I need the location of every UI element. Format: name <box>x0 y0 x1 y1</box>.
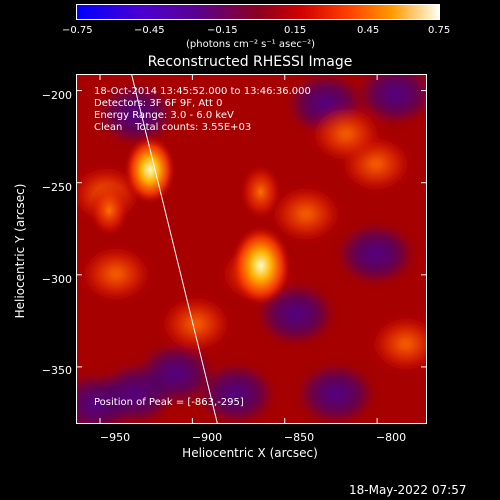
info-line: Clean Total counts: 3.55E+03 <box>94 122 252 133</box>
colorbar-tick: −0.15 <box>207 25 238 36</box>
colorbar-tick: −0.45 <box>134 25 165 36</box>
colorbar-tick: 0.75 <box>428 25 451 36</box>
peak-position-label: Position of Peak = [-863,-295] <box>94 397 244 408</box>
y-tick-label: −250 <box>41 181 72 194</box>
y-tick-label: −200 <box>41 89 72 102</box>
emission-source <box>124 135 176 205</box>
info-line: Energy Range: 3.0 - 6.0 keV <box>94 110 234 121</box>
emission-source <box>230 225 292 307</box>
timestamp: 18-May-2022 07:57 <box>349 483 467 497</box>
emission-source <box>89 183 130 238</box>
solar-limb-line <box>130 74 219 424</box>
x-tick-label: −900 <box>191 431 223 444</box>
colorbar <box>76 4 440 20</box>
y-tick-label: −350 <box>41 364 72 377</box>
info-line: Detectors: 3F 6F 9F, Att 0 <box>94 98 223 109</box>
colorbar-units: (photons cm⁻² s⁻¹ asec⁻²) <box>186 39 316 50</box>
x-axis-label: Heliocentric X (arcsec) <box>182 446 318 460</box>
colorbar-tick: 0.45 <box>357 25 380 36</box>
y-axis-label: Heliocentric Y (arcsec) <box>13 183 27 319</box>
plot-title: Reconstructed RHESSI Image <box>147 54 353 70</box>
heatmap-image <box>76 74 427 424</box>
emission-source <box>239 163 283 221</box>
colorbar-tick: 0.15 <box>284 25 307 36</box>
y-tick-label: −300 <box>41 273 72 286</box>
x-tick-label: −800 <box>375 431 407 444</box>
info-line: 18-Oct-2014 13:45:52.000 to 13:46:36.000 <box>94 86 311 97</box>
colorbar-tick: −0.75 <box>62 25 93 36</box>
x-tick-label: −850 <box>283 431 315 444</box>
x-tick-label: −950 <box>99 431 131 444</box>
